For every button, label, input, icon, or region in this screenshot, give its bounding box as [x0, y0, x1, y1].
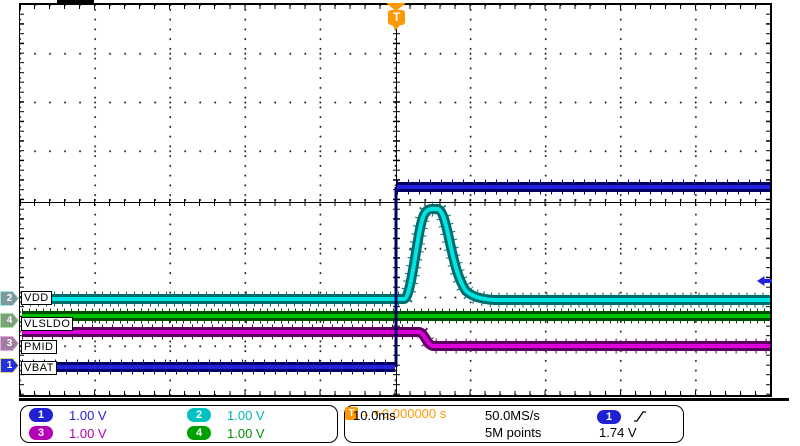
- channel-3-ground-marker[interactable]: 3: [0, 336, 19, 351]
- trigger-position-readout: T → ▼ 0.000000 s: [345, 406, 683, 421]
- trigger-position-value: 0.000000 s: [381, 406, 447, 421]
- trigger-level-arrow-icon[interactable]: [757, 276, 772, 286]
- channel-4-scale: 1.00 V: [227, 425, 265, 441]
- channel-4-ground-number: 4: [1, 314, 18, 327]
- horizontal-trigger-readout-box: 10.0ms 50.0MS/s 5M points T → ▼ 0.000000…: [344, 405, 684, 443]
- trigger-t-icon: T: [345, 407, 358, 420]
- down-triangle-icon: ▼: [372, 408, 381, 418]
- right-arrow-icon: →: [359, 406, 371, 420]
- channel-2-ground-number: 2: [1, 292, 18, 305]
- channel-2-scale: 1.00 V: [227, 407, 265, 423]
- rising-edge-slope-icon: [634, 411, 646, 422]
- channel-3-label: PMID: [21, 340, 57, 354]
- time-scale-readout: 10.0ms: [353, 408, 396, 423]
- channel-scale-readout-box: 1 1.00 V 2 1.00 V 3 1.00 V 4 1.00 V: [20, 405, 338, 443]
- top-border-segment: [57, 0, 94, 4]
- vdd-trace: [22, 207, 770, 302]
- channel-4-badge: 4: [187, 426, 211, 440]
- channel-3-scale: 1.00 V: [69, 425, 107, 441]
- sample-rate-readout: 50.0MS/s: [485, 408, 540, 423]
- pmid-trace: [22, 330, 770, 348]
- trigger-source-badge: 1: [597, 410, 621, 424]
- trigger-level-readout: 1.74 V: [599, 425, 637, 440]
- channel-1-ground-marker[interactable]: 1: [0, 358, 19, 373]
- graticule-bottom-bar: [19, 398, 789, 401]
- trigger-position-marker-point: [392, 25, 400, 30]
- channel-3-ground-number: 3: [1, 337, 18, 350]
- channel-2-badge: 2: [187, 408, 211, 422]
- channel-4-label: VLSLDO: [21, 317, 74, 331]
- trigger-position-marker[interactable]: T: [388, 10, 405, 25]
- channel-3-badge: 3: [29, 426, 53, 440]
- record-length-readout: 5M points: [485, 425, 542, 440]
- channel-1-readout[interactable]: 1 1.00 V: [21, 408, 179, 423]
- channel-2-ground-marker[interactable]: 2: [0, 291, 19, 306]
- channel-4-ground-marker[interactable]: 4: [0, 313, 19, 328]
- channel-2-readout[interactable]: 2 1.00 V: [179, 408, 337, 423]
- channel-1-label: VBAT: [21, 361, 57, 375]
- channel-2-label: VDD: [21, 291, 52, 305]
- channel-3-readout[interactable]: 3 1.00 V: [21, 426, 179, 441]
- channel-1-ground-number: 1: [1, 359, 18, 372]
- trigger-position-triangle-icon[interactable]: [386, 3, 406, 11]
- channel-1-badge: 1: [29, 408, 53, 422]
- channel-4-readout[interactable]: 4 1.00 V: [179, 426, 337, 441]
- channel-1-scale: 1.00 V: [69, 407, 107, 423]
